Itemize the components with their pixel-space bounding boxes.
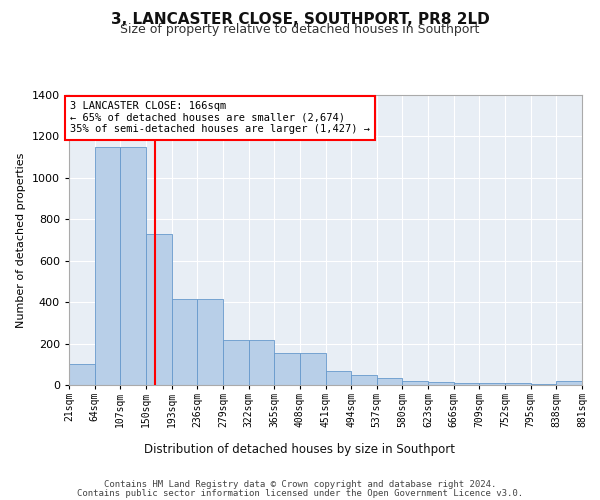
Bar — [325, 370, 351, 385]
Bar — [479, 382, 505, 385]
Text: 3 LANCASTER CLOSE: 166sqm
← 65% of detached houses are smaller (2,674)
35% of se: 3 LANCASTER CLOSE: 166sqm ← 65% of detac… — [70, 101, 370, 134]
Text: Contains public sector information licensed under the Open Government Licence v3: Contains public sector information licen… — [77, 489, 523, 498]
Bar — [428, 382, 454, 385]
Y-axis label: Number of detached properties: Number of detached properties — [16, 152, 26, 328]
Bar — [223, 340, 248, 385]
Bar — [531, 384, 556, 385]
Bar — [95, 147, 121, 385]
Bar — [172, 299, 197, 385]
Bar — [69, 364, 95, 385]
Bar — [248, 340, 274, 385]
Text: 3, LANCASTER CLOSE, SOUTHPORT, PR8 2LD: 3, LANCASTER CLOSE, SOUTHPORT, PR8 2LD — [110, 12, 490, 28]
Bar — [274, 353, 300, 385]
Text: Size of property relative to detached houses in Southport: Size of property relative to detached ho… — [121, 22, 479, 36]
Bar — [146, 234, 172, 385]
Bar — [403, 381, 428, 385]
Bar — [377, 378, 403, 385]
Bar — [197, 299, 223, 385]
Bar — [351, 374, 377, 385]
Text: Distribution of detached houses by size in Southport: Distribution of detached houses by size … — [145, 442, 455, 456]
Bar — [454, 382, 479, 385]
Bar — [120, 147, 146, 385]
Bar — [556, 381, 582, 385]
Bar — [300, 353, 325, 385]
Bar — [505, 382, 531, 385]
Text: Contains HM Land Registry data © Crown copyright and database right 2024.: Contains HM Land Registry data © Crown c… — [104, 480, 496, 489]
